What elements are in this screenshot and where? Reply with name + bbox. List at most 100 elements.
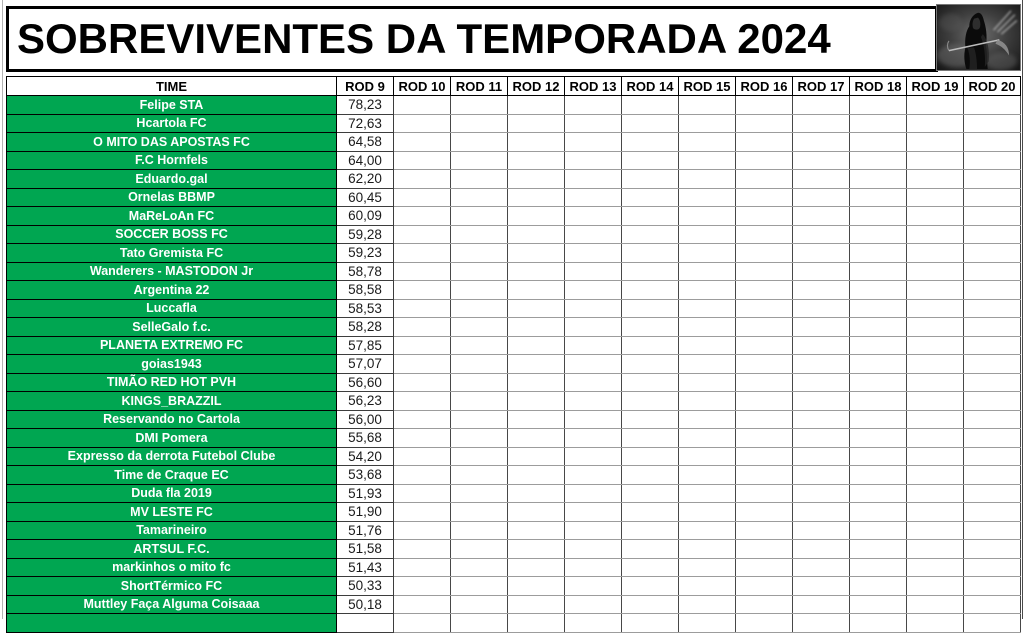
empty-score-cell[interactable]: [792, 317, 850, 337]
empty-score-cell[interactable]: [792, 539, 850, 559]
empty-score-cell[interactable]: [906, 520, 964, 540]
empty-score-cell[interactable]: [507, 187, 565, 207]
empty-score-cell[interactable]: [849, 224, 907, 244]
empty-score-cell[interactable]: [450, 539, 508, 559]
empty-score-cell[interactable]: [735, 483, 793, 503]
empty-score-cell[interactable]: [849, 372, 907, 392]
empty-score-cell[interactable]: [393, 354, 451, 374]
empty-score-cell[interactable]: [621, 520, 679, 540]
empty-score-cell[interactable]: [450, 446, 508, 466]
team-name-cell[interactable]: ShortTérmico FC: [6, 576, 337, 596]
empty-score-cell[interactable]: [450, 409, 508, 429]
rod9-score-cell[interactable]: 53,68: [336, 465, 394, 485]
column-header-rod-11[interactable]: ROD 11: [450, 76, 508, 96]
team-name-cell[interactable]: F.C Hornfels: [6, 150, 337, 170]
rod9-score-cell[interactable]: 51,90: [336, 502, 394, 522]
empty-score-cell[interactable]: [906, 280, 964, 300]
empty-score-cell[interactable]: [393, 557, 451, 577]
team-name-cell[interactable]: MaReLoAn FC: [6, 206, 337, 226]
rod9-score-cell[interactable]: 50,18: [336, 594, 394, 614]
empty-score-cell[interactable]: [906, 150, 964, 170]
empty-score-cell[interactable]: [792, 428, 850, 448]
rod9-score-cell[interactable]: 51,58: [336, 539, 394, 559]
team-name-cell[interactable]: DMI Pomera: [6, 428, 337, 448]
empty-score-cell[interactable]: [906, 206, 964, 226]
empty-score-cell[interactable]: [849, 243, 907, 263]
empty-score-cell[interactable]: [963, 372, 1021, 392]
empty-score-cell[interactable]: [564, 576, 622, 596]
empty-score-cell[interactable]: [963, 187, 1021, 207]
empty-score-cell[interactable]: [450, 520, 508, 540]
empty-score-cell[interactable]: [564, 557, 622, 577]
empty-score-cell[interactable]: [564, 594, 622, 614]
team-name-cell[interactable]: Duda fla 2019: [6, 483, 337, 503]
empty-score-cell[interactable]: [450, 613, 508, 633]
empty-score-cell[interactable]: [906, 409, 964, 429]
team-name-cell[interactable]: Expresso da derrota Futebol Clube: [6, 446, 337, 466]
empty-score-cell[interactable]: [849, 354, 907, 374]
empty-score-cell[interactable]: [906, 354, 964, 374]
empty-score-cell[interactable]: [792, 391, 850, 411]
empty-score-cell[interactable]: [450, 428, 508, 448]
empty-score-cell[interactable]: [963, 335, 1021, 355]
empty-score-cell[interactable]: [564, 243, 622, 263]
empty-score-cell[interactable]: [849, 261, 907, 281]
empty-score-cell[interactable]: [963, 446, 1021, 466]
empty-score-cell[interactable]: [735, 187, 793, 207]
empty-score-cell[interactable]: [792, 576, 850, 596]
empty-score-cell[interactable]: [735, 224, 793, 244]
rod9-score-cell[interactable]: 62,20: [336, 169, 394, 189]
empty-score-cell[interactable]: [735, 243, 793, 263]
column-header-rod-17[interactable]: ROD 17: [792, 76, 850, 96]
empty-score-cell[interactable]: [393, 502, 451, 522]
empty-score-cell[interactable]: [963, 280, 1021, 300]
empty-score-cell[interactable]: [450, 465, 508, 485]
empty-score-cell[interactable]: [735, 169, 793, 189]
empty-score-cell[interactable]: [906, 391, 964, 411]
empty-score-cell[interactable]: [393, 372, 451, 392]
rod9-score-cell[interactable]: 59,28: [336, 224, 394, 244]
empty-score-cell[interactable]: [621, 243, 679, 263]
empty-score-cell[interactable]: [906, 298, 964, 318]
empty-score-cell[interactable]: [450, 557, 508, 577]
empty-score-cell[interactable]: [906, 169, 964, 189]
empty-score-cell[interactable]: [963, 95, 1021, 115]
empty-score-cell[interactable]: [849, 113, 907, 133]
empty-score-cell[interactable]: [963, 465, 1021, 485]
empty-score-cell[interactable]: [564, 95, 622, 115]
empty-score-cell[interactable]: [621, 169, 679, 189]
empty-score-cell[interactable]: [393, 113, 451, 133]
empty-score-cell[interactable]: [564, 150, 622, 170]
empty-score-cell[interactable]: [507, 113, 565, 133]
column-header-rod-13[interactable]: ROD 13: [564, 76, 622, 96]
empty-score-cell[interactable]: [735, 150, 793, 170]
empty-score-cell[interactable]: [393, 409, 451, 429]
empty-score-cell[interactable]: [621, 280, 679, 300]
empty-score-cell[interactable]: [393, 298, 451, 318]
empty-score-cell[interactable]: [963, 224, 1021, 244]
empty-score-cell[interactable]: [621, 446, 679, 466]
empty-score-cell[interactable]: [849, 539, 907, 559]
empty-score-cell[interactable]: [393, 446, 451, 466]
empty-score-cell[interactable]: [735, 446, 793, 466]
empty-score-cell[interactable]: [792, 224, 850, 244]
empty-score-cell[interactable]: [735, 594, 793, 614]
empty-score-cell[interactable]: [621, 391, 679, 411]
rod9-score-cell[interactable]: 78,23: [336, 95, 394, 115]
empty-score-cell[interactable]: [393, 613, 451, 633]
empty-score-cell[interactable]: [906, 446, 964, 466]
empty-score-cell[interactable]: [792, 95, 850, 115]
empty-score-cell[interactable]: [963, 428, 1021, 448]
empty-score-cell[interactable]: [792, 502, 850, 522]
empty-score-cell[interactable]: [678, 391, 736, 411]
empty-score-cell[interactable]: [621, 613, 679, 633]
empty-score-cell[interactable]: [621, 224, 679, 244]
empty-score-cell[interactable]: [735, 557, 793, 577]
column-header-rod-12[interactable]: ROD 12: [507, 76, 565, 96]
empty-score-cell[interactable]: [621, 298, 679, 318]
empty-score-cell[interactable]: [735, 428, 793, 448]
empty-score-cell[interactable]: [450, 391, 508, 411]
empty-score-cell[interactable]: [564, 520, 622, 540]
empty-score-cell[interactable]: [792, 446, 850, 466]
empty-score-cell[interactable]: [849, 446, 907, 466]
